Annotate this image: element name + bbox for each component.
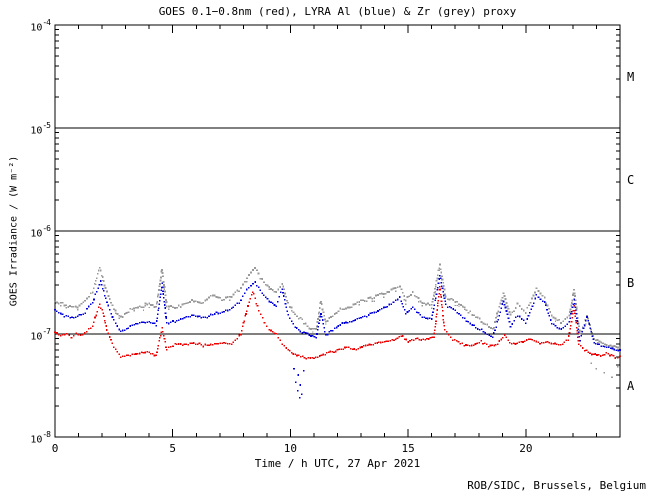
y-tick-label: 10-6 bbox=[30, 224, 51, 240]
flare-class-boundary-lines bbox=[55, 127, 620, 335]
series-goes-0-1-0-8nm bbox=[54, 285, 621, 360]
flare-class-label-b: B bbox=[627, 275, 635, 290]
flare-class-label-m: M bbox=[627, 69, 635, 84]
flare-class-label-c: C bbox=[627, 172, 635, 187]
y-tick-label: 10-7 bbox=[30, 327, 51, 343]
series-lyra-zr-proxy bbox=[54, 263, 621, 379]
x-tick-label: 20 bbox=[519, 442, 533, 455]
series-lyra-al-proxy bbox=[54, 274, 621, 399]
x-axis-label: Time / h UTC, 27 Apr 2021 bbox=[254, 457, 421, 470]
x-tick-label: 0 bbox=[51, 442, 59, 455]
x-tick-label: 10 bbox=[283, 442, 298, 455]
x-tick-label: 15 bbox=[401, 442, 415, 455]
y-tick-label: 10-4 bbox=[30, 18, 51, 34]
flare-class-label-a: A bbox=[627, 378, 635, 393]
credit-text: ROB/SIDC, Brussels, Belgium bbox=[467, 479, 646, 492]
y-tick-label: 10-8 bbox=[30, 430, 51, 446]
y-tick-label: 10-5 bbox=[30, 121, 51, 137]
chart-title: GOES 0.1−0.8nm (red), LYRA Al (blue) & Z… bbox=[158, 5, 517, 18]
x-tick-label: 5 bbox=[169, 442, 177, 455]
